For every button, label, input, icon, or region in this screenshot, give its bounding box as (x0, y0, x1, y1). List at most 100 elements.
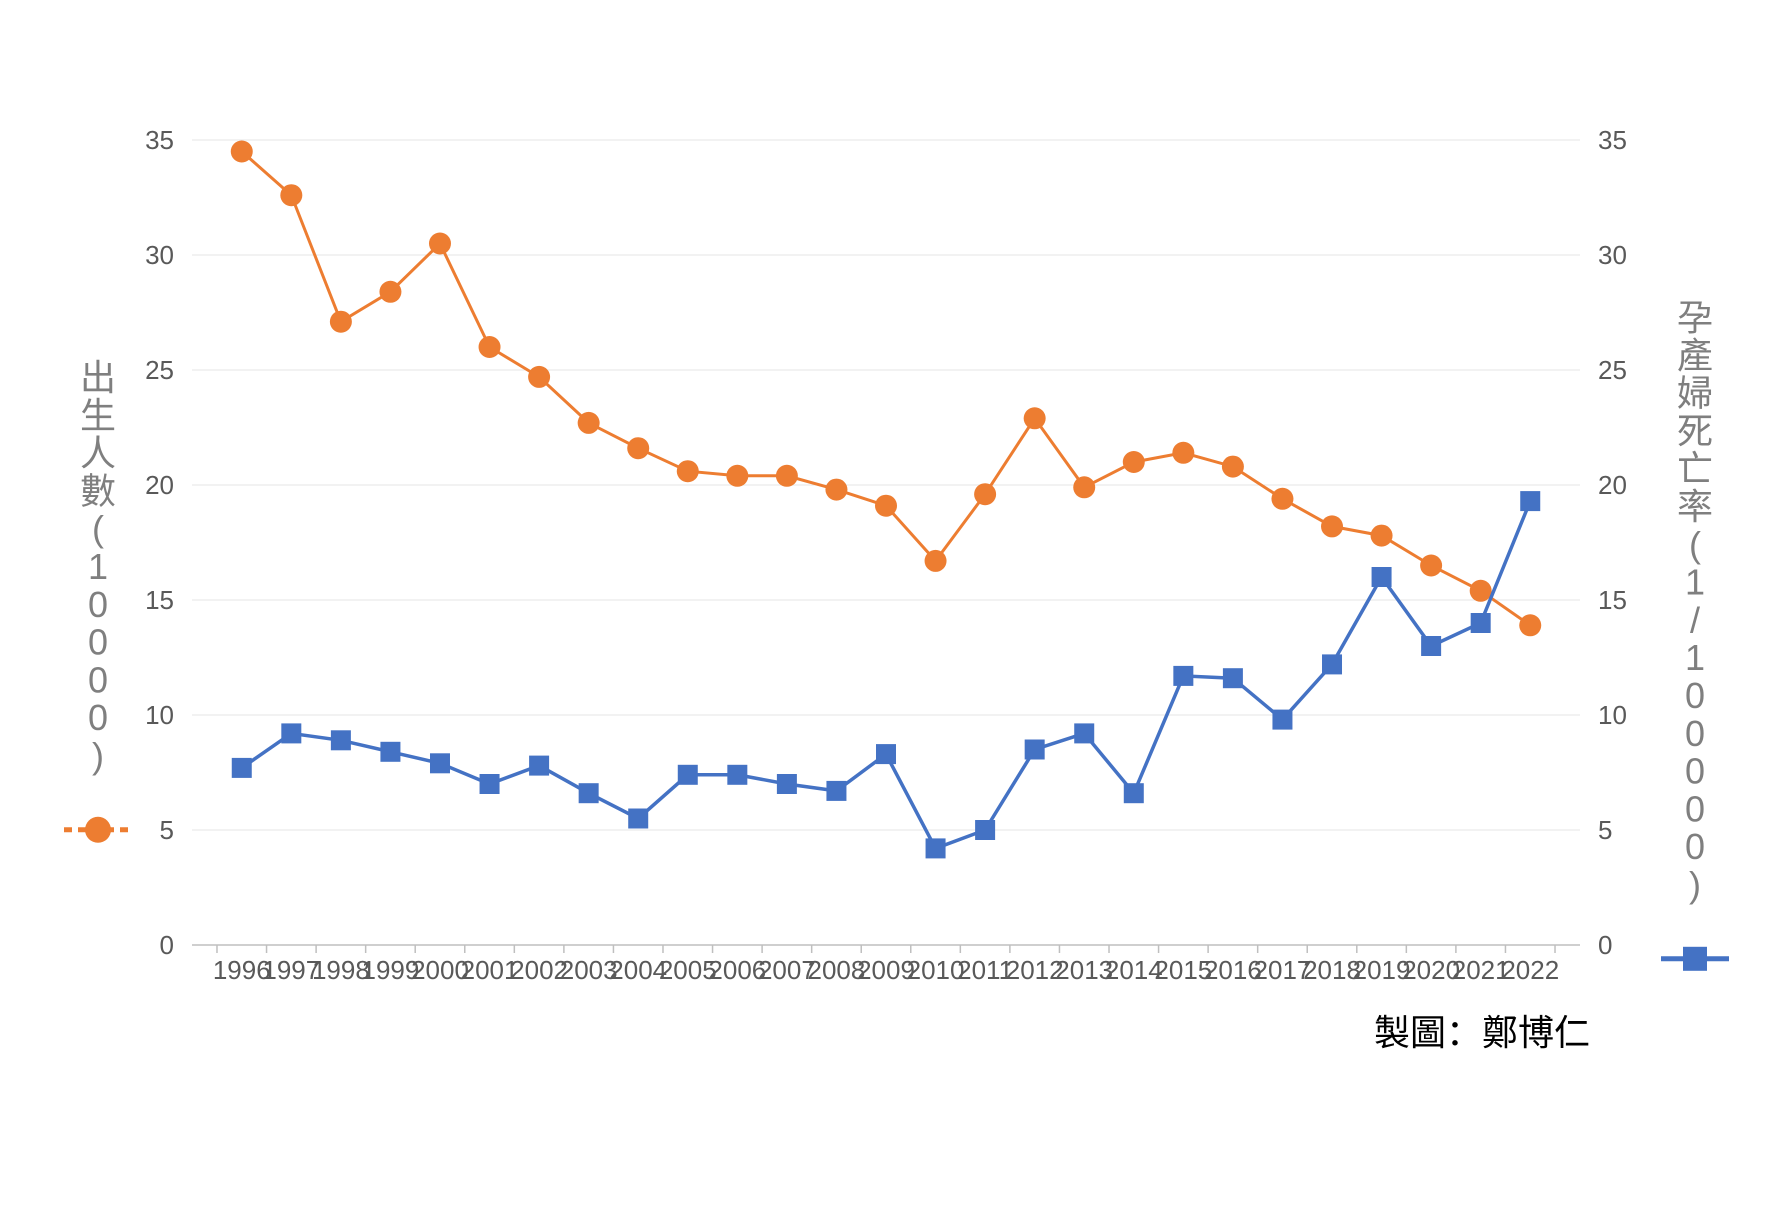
y-right-axis-title: 率 (1677, 486, 1713, 527)
series-marker-square (331, 730, 351, 750)
series-marker-circle (429, 233, 451, 255)
y-left-tick-label: 15 (145, 585, 174, 615)
y-right-axis-title: 0 (1685, 675, 1705, 716)
y-left-axis-title: ( (92, 508, 104, 549)
series-marker-square (777, 774, 797, 794)
series-marker-circle (379, 281, 401, 303)
y-right-axis-title: 亡 (1677, 448, 1713, 489)
series-marker-circle (280, 184, 302, 206)
y-right-axis-title: 0 (1685, 788, 1705, 829)
y-right-axis-title: / (1690, 599, 1700, 640)
series-marker-circle (627, 437, 649, 459)
series-marker-square (1223, 668, 1243, 688)
y-right-axis-title: 0 (1685, 751, 1705, 792)
y-right-axis-title: ( (1689, 524, 1701, 565)
series-marker-circle (825, 479, 847, 501)
y-right-tick-label: 20 (1598, 470, 1627, 500)
y-left-tick-label: 20 (145, 470, 174, 500)
y-left-tick-label: 10 (145, 700, 174, 730)
series-marker-circle (677, 460, 699, 482)
y-left-axis-title: 0 (88, 622, 108, 663)
y-left-axis-title: 1 (88, 546, 108, 587)
series-marker-square (678, 765, 698, 785)
series-marker-square (876, 744, 896, 764)
y-left-tick-label: 5 (160, 815, 174, 845)
series-marker-circle (1073, 476, 1095, 498)
y-right-axis-title: 0 (1685, 826, 1705, 867)
y-right-tick-label: 10 (1598, 700, 1627, 730)
series-marker-circle (776, 465, 798, 487)
series-marker-circle (330, 311, 352, 333)
series-marker-square (1074, 723, 1094, 743)
series-marker-circle (231, 141, 253, 163)
series-marker-square (529, 756, 549, 776)
series-marker-circle (1271, 488, 1293, 510)
series-marker-square (727, 765, 747, 785)
series-marker-square (1173, 666, 1193, 686)
y-right-tick-label: 30 (1598, 240, 1627, 270)
y-right-tick-label: 15 (1598, 585, 1627, 615)
y-left-axis-title: 0 (88, 659, 108, 700)
series-marker-square (480, 774, 500, 794)
x-tick-label: 2010 (907, 955, 965, 985)
y-right-axis-title: 孕 (1677, 297, 1713, 338)
y-left-tick-label: 25 (145, 355, 174, 385)
series-marker-square (281, 723, 301, 743)
y-right-tick-label: 5 (1598, 815, 1612, 845)
series-marker-circle (1371, 525, 1393, 547)
y-right-axis-title: 婦 (1677, 373, 1713, 414)
series-marker-square (380, 742, 400, 762)
series-line (242, 501, 1530, 848)
legend-left-marker-icon (85, 817, 111, 843)
y-right-axis-title: 產 (1677, 335, 1713, 376)
series-marker-square (1025, 740, 1045, 760)
series-marker-circle (1321, 515, 1343, 537)
y-right-tick-label: 0 (1598, 930, 1612, 960)
series-marker-square (926, 838, 946, 858)
y-left-axis-title: 人 (80, 433, 116, 474)
series-marker-circle (726, 465, 748, 487)
y-right-axis-title: 1 (1685, 562, 1705, 603)
series-marker-circle (974, 483, 996, 505)
y-left-tick-label: 0 (160, 930, 174, 960)
series-marker-square (1272, 710, 1292, 730)
y-left-axis-title: ) (92, 735, 104, 776)
x-tick-label: 2011 (957, 955, 1013, 985)
series-marker-square (1124, 783, 1144, 803)
series-marker-square (1372, 567, 1392, 587)
series-marker-circle (925, 550, 947, 572)
series-line (242, 152, 1530, 626)
y-right-tick-label: 35 (1598, 125, 1627, 155)
y-left-tick-label: 30 (145, 240, 174, 270)
y-left-axis-title: 出 (80, 357, 116, 398)
series-marker-circle (875, 495, 897, 517)
y-left-tick-label: 35 (145, 125, 174, 155)
y-right-axis-title: 1 (1685, 637, 1705, 678)
series-marker-circle (1172, 442, 1194, 464)
series-marker-square (628, 809, 648, 829)
legend-right-marker-icon (1683, 947, 1707, 971)
series-marker-square (826, 781, 846, 801)
y-left-axis-title: 0 (88, 697, 108, 738)
y-left-axis-title: 數 (80, 470, 116, 511)
series-marker-circle (479, 336, 501, 358)
series-marker-circle (1420, 555, 1442, 577)
series-marker-square (579, 783, 599, 803)
y-right-tick-label: 25 (1598, 355, 1627, 385)
y-right-axis-title: 死 (1677, 410, 1713, 451)
y-left-axis-title: 0 (88, 584, 108, 625)
series-marker-square (430, 753, 450, 773)
credit-text: 製圖：鄭博仁 (1374, 1012, 1590, 1053)
y-right-axis-title: 0 (1685, 713, 1705, 754)
chart-container: 0055101015152020252530303535199619971998… (0, 0, 1792, 1222)
series-marker-circle (1470, 580, 1492, 602)
series-marker-square (975, 820, 995, 840)
series-marker-circle (1519, 614, 1541, 636)
x-tick-label: 2022 (1501, 955, 1559, 985)
series-marker-circle (1123, 451, 1145, 473)
y-right-axis-title: ) (1689, 864, 1701, 905)
y-left-axis-title: 生 (80, 395, 116, 436)
series-marker-square (232, 758, 252, 778)
series-marker-square (1322, 654, 1342, 674)
series-marker-circle (1024, 407, 1046, 429)
